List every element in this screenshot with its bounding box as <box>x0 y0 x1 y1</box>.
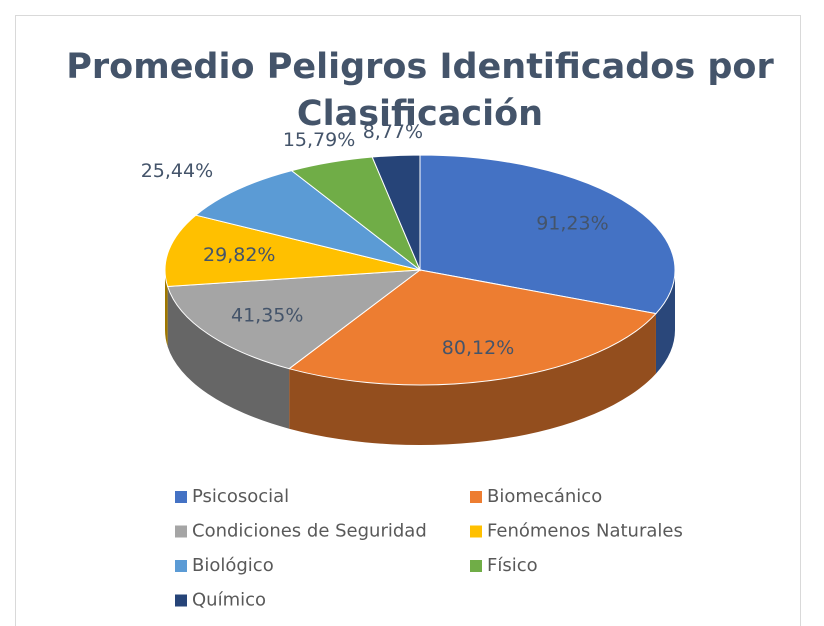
slice-side <box>289 313 656 445</box>
chart-title: Promedio Peligros Identificados por <box>66 47 774 87</box>
legend-swatch <box>470 560 482 572</box>
legend-swatch <box>175 594 187 607</box>
value-label: 8,77% <box>363 121 423 143</box>
legend-label: Psicosocial <box>192 486 289 507</box>
legend-label: Químico <box>192 590 266 611</box>
legend-swatch <box>175 525 187 538</box>
value-label: 80,12% <box>442 337 514 359</box>
slice <box>166 269 422 370</box>
legend-swatch <box>470 525 482 538</box>
legend-label: Biológico <box>192 555 274 576</box>
legend-swatch <box>470 491 482 503</box>
value-label: 91,23% <box>536 212 608 234</box>
legend-swatch <box>175 560 187 572</box>
slice <box>419 154 676 315</box>
legend-label: Físico <box>487 555 538 576</box>
legend-swatch <box>175 491 187 503</box>
legend-label: Biomecánico <box>487 486 602 507</box>
legend-label: Fenómenos Naturales <box>487 521 683 542</box>
slice <box>164 214 421 287</box>
slice <box>288 269 657 386</box>
value-label: 41,35% <box>231 304 303 326</box>
slice-side <box>655 270 675 374</box>
slice-side <box>165 270 168 347</box>
slice-side <box>167 286 290 429</box>
slice <box>371 154 421 271</box>
value-label: 29,82% <box>203 244 275 266</box>
value-label: 25,44% <box>141 160 213 182</box>
legend-label: Condiciones de Seguridad <box>192 521 427 542</box>
slice <box>194 170 421 271</box>
chart-title: Clasificación <box>297 94 543 134</box>
value-label: 15,79% <box>283 129 355 151</box>
